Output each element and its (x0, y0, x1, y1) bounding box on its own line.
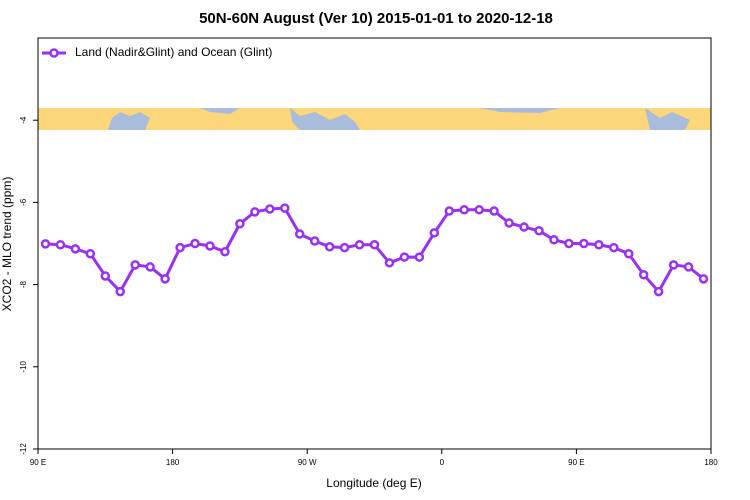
x-tick-label: 90 E (30, 458, 46, 467)
point (564, 238, 574, 249)
y-tick-label: -6 (19, 198, 28, 206)
point (70, 244, 81, 254)
point (160, 274, 170, 284)
point (265, 204, 275, 214)
point (414, 252, 425, 262)
x-tick-label: 180 (704, 458, 718, 467)
point (250, 207, 260, 217)
point (309, 236, 320, 246)
point (668, 260, 679, 270)
point (594, 239, 604, 250)
point (519, 222, 529, 232)
y-tick-label: -12 (19, 443, 28, 455)
point (145, 262, 155, 272)
point (474, 205, 484, 215)
point (683, 262, 694, 272)
y-tick-label: -8 (19, 280, 28, 288)
legend-label: Land (Nadir&Glint) and Ocean (Glint) (75, 45, 272, 59)
point (354, 239, 365, 250)
point (399, 252, 410, 262)
point (638, 269, 649, 280)
x-tick-label: 180 (166, 458, 180, 467)
point (220, 246, 230, 257)
point (205, 241, 215, 251)
point (115, 286, 126, 297)
legend-marker (49, 48, 59, 58)
y-tick-label: -10 (19, 360, 28, 372)
point (55, 239, 66, 250)
point (294, 229, 305, 239)
point (534, 226, 544, 236)
point (369, 239, 380, 250)
point (609, 242, 619, 253)
point (429, 228, 440, 238)
point (459, 205, 469, 215)
y-axis-label: XCO2 - MLO trend (ppm) (0, 177, 14, 312)
point (698, 274, 709, 284)
point (339, 242, 350, 253)
point (623, 249, 634, 259)
point (489, 206, 499, 216)
point (444, 206, 455, 216)
plot-frame (37, 37, 712, 450)
x-tick-label: 90 W (298, 458, 317, 467)
y-tick-label: -4 (19, 116, 28, 124)
x-tick-label: 0 (440, 458, 445, 467)
point (549, 235, 559, 245)
point (579, 238, 589, 249)
series-line (45, 206, 705, 295)
chart-title: 50N-60N August (Ver 10) 2015-01-01 to 20… (199, 10, 553, 27)
point (324, 242, 335, 252)
point (85, 249, 96, 259)
point (175, 242, 185, 253)
point (384, 258, 395, 268)
point (504, 218, 514, 228)
x-tick-label: 90 E (568, 458, 584, 467)
point (130, 260, 140, 270)
point (280, 203, 290, 213)
point (100, 271, 111, 281)
point (235, 219, 245, 229)
x-axis-label: Longitude (deg E) (326, 476, 421, 490)
point (653, 286, 664, 297)
point (40, 239, 51, 249)
point (190, 238, 200, 249)
map-strip (38, 108, 711, 130)
